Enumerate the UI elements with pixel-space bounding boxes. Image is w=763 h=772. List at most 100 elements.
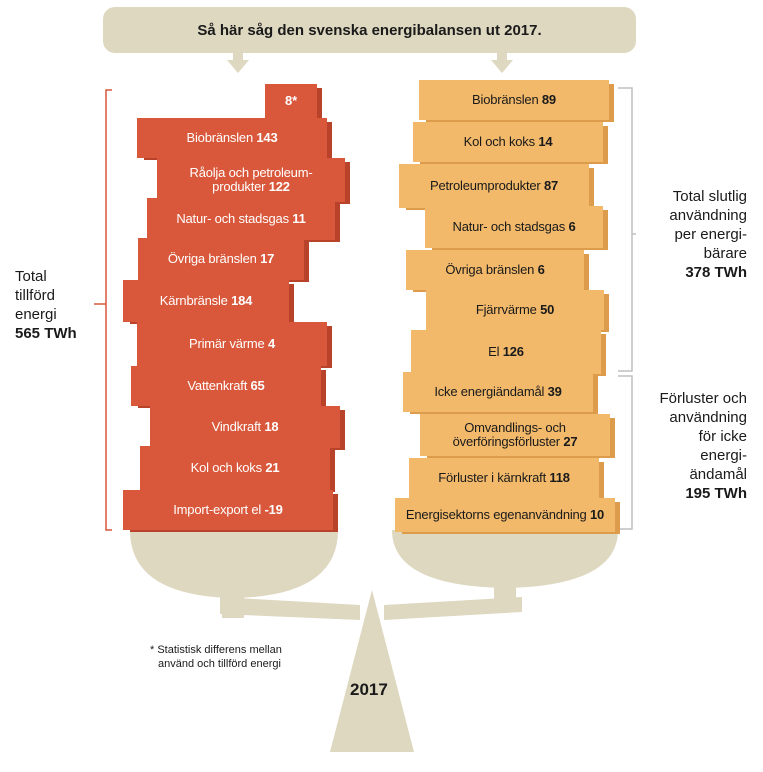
right-bottom-total-label: Förluster och användning för icke energi… <box>659 389 747 503</box>
supply-block-text: produkter <box>212 179 269 194</box>
supply-block-8: Vattenkraft 65 <box>131 366 321 406</box>
supply-block-9: Vindkraft 18 <box>150 406 340 448</box>
supply-block-value: 122 <box>268 179 290 194</box>
use-block-value: 14 <box>538 134 553 149</box>
use-block-5: Övriga bränslen 6 <box>406 250 584 290</box>
use-block-value: 50 <box>540 302 555 317</box>
supply-block-value: 143 <box>256 130 278 145</box>
supply-block-value: -19 <box>264 502 283 517</box>
use-block-label: Omvandlings- och överföringsförluster 27 <box>453 421 578 449</box>
supply-block-value: 21 <box>265 460 280 475</box>
use-block-text: Omvandlings- och <box>464 420 566 435</box>
supply-block-value: 17 <box>260 251 275 266</box>
use-block-text: Energisektorns egenanvändning <box>405 507 591 522</box>
year-label: 2017 <box>350 680 388 699</box>
use-block-6: Fjärrvärme 50 <box>426 290 604 330</box>
use-block-10: Förluster i kärnkraft 118 <box>409 458 599 498</box>
supply-block-3: Råolja och petroleum-produkter 122 <box>157 158 345 202</box>
use-block-9: Omvandlings- och överföringsförluster 27 <box>420 414 610 456</box>
supply-block-text: Kärnbränsle <box>159 293 232 308</box>
use-block-text: Natur- och stadsgas <box>452 219 569 234</box>
left-pan <box>130 530 338 598</box>
use-block-11: Energisektorns egenanvändning 10 <box>395 498 615 532</box>
right-bracket-top <box>618 87 636 372</box>
supply-block-label: Vindkraft 18 <box>212 420 279 434</box>
use-block-label: Petroleumprodukter 87 <box>430 179 558 193</box>
supply-block-text: Import-export el <box>173 502 265 517</box>
use-block-4: Natur- och stadsgas 6 <box>425 206 603 248</box>
supply-block-6: Kärnbränsle 184 <box>123 280 289 322</box>
use-block-label: Förluster i kärnkraft 118 <box>438 471 570 485</box>
use-block-text: Förluster i kärnkraft <box>438 470 550 485</box>
right-top-total-line-1: Total slutlig <box>672 188 747 205</box>
supply-block-value: 11 <box>292 211 306 226</box>
scale-pillar <box>330 590 414 752</box>
arrow-right-icon <box>491 48 513 73</box>
supply-block-label: Råolja och petroleum-produkter 122 <box>190 166 313 194</box>
use-block-label: Natur- och stadsgas 6 <box>453 220 576 234</box>
supply-block-text: Råolja och petroleum- <box>189 165 313 180</box>
supply-block-value: 4 <box>268 336 276 351</box>
supply-block-text: Biobränslen <box>186 130 257 145</box>
supply-block-text: Primär värme <box>188 336 268 351</box>
use-block-value: 89 <box>541 92 556 107</box>
supply-block-value: 65 <box>250 378 265 393</box>
use-block-text: Fjärrvärme <box>475 302 541 317</box>
use-block-8: Icke energiändamål 39 <box>403 372 593 412</box>
left-total-line-2: tillförd <box>15 287 56 304</box>
right-top-total-value: 378 TWh <box>685 264 747 281</box>
use-block-1: Biobränslen 89 <box>419 80 609 120</box>
right-bracket-bottom <box>618 375 633 530</box>
supply-block-label: Import-export el -19 <box>173 502 283 517</box>
use-block-value: 39 <box>547 384 562 399</box>
right-bottom-total-line-1: Förluster och <box>659 390 747 407</box>
left-bracket <box>94 89 112 531</box>
use-block-text: El <box>488 344 503 359</box>
right-top-total-line-3: per energi- <box>674 226 747 243</box>
supply-block-label: 8* <box>285 94 297 108</box>
use-block-text: Övriga bränslen <box>445 262 538 277</box>
supply-block-value: 18 <box>264 419 279 434</box>
use-block-text: Kol och koks <box>463 134 539 149</box>
use-block-label: Kol och koks 14 <box>464 135 553 149</box>
use-block-value: 118 <box>549 470 570 485</box>
use-block-value: 10 <box>590 507 605 522</box>
right-pan <box>392 530 618 588</box>
supply-block-label: Vattenkraft 65 <box>187 379 264 393</box>
supply-block-4: Natur- och stadsgas 11 <box>147 198 335 240</box>
supply-block-7: Primär värme 4 <box>137 322 327 366</box>
use-block-2: Kol och koks 14 <box>413 122 603 162</box>
supply-block-5: Övriga bränslen 17 <box>138 238 304 280</box>
right-bottom-total-line-3: för icke <box>698 428 747 445</box>
supply-block-label: Natur- och stadsgas 11 <box>176 211 306 226</box>
supply-block-1: 8* <box>265 84 317 118</box>
use-block-value: 6 <box>568 219 576 234</box>
scale-beam-right <box>384 597 522 620</box>
use-block-3: Petroleumprodukter 87 <box>399 164 589 208</box>
supply-block-10: Kol och koks 21 <box>140 446 330 490</box>
supply-block-label: Primär värme 4 <box>189 337 275 351</box>
left-total-value: 565 TWh <box>15 325 77 342</box>
use-block-label: Icke energiändamål 39 <box>434 384 562 399</box>
use-block-text: Icke energiändamål <box>434 384 548 399</box>
right-bottom-total-line-5: ändamål <box>689 466 747 483</box>
use-block-7: El 126 <box>411 330 601 374</box>
use-block-value: 6 <box>537 262 545 277</box>
supply-block-label: Kärnbränsle 184 <box>159 293 253 308</box>
supply-block-text: Vattenkraft <box>187 378 251 393</box>
supply-block-label: Biobränslen 143 <box>187 131 278 145</box>
page-title: Så här såg den svenska energibalansen ut… <box>197 21 542 39</box>
right-top-total-line-2: användning <box>669 207 747 224</box>
supply-block-label: Kol och koks 21 <box>191 461 280 475</box>
footnote-line-2: använd och tillförd energi <box>158 658 281 670</box>
left-total-line-1: Total <box>15 268 47 285</box>
supply-block-text: Vindkraft <box>211 419 265 434</box>
supply-block-11: Import-export el -19 <box>123 490 333 530</box>
footnote: * Statistisk differens mellan använd och… <box>150 643 282 671</box>
supply-block-text: Natur- och stadsgas <box>176 211 293 226</box>
left-total-label: Total tillförd energi 565 TWh <box>15 267 77 343</box>
scale-beam <box>220 597 360 620</box>
use-block-text: Biobränslen <box>472 92 542 107</box>
use-block-value: 27 <box>563 434 578 449</box>
